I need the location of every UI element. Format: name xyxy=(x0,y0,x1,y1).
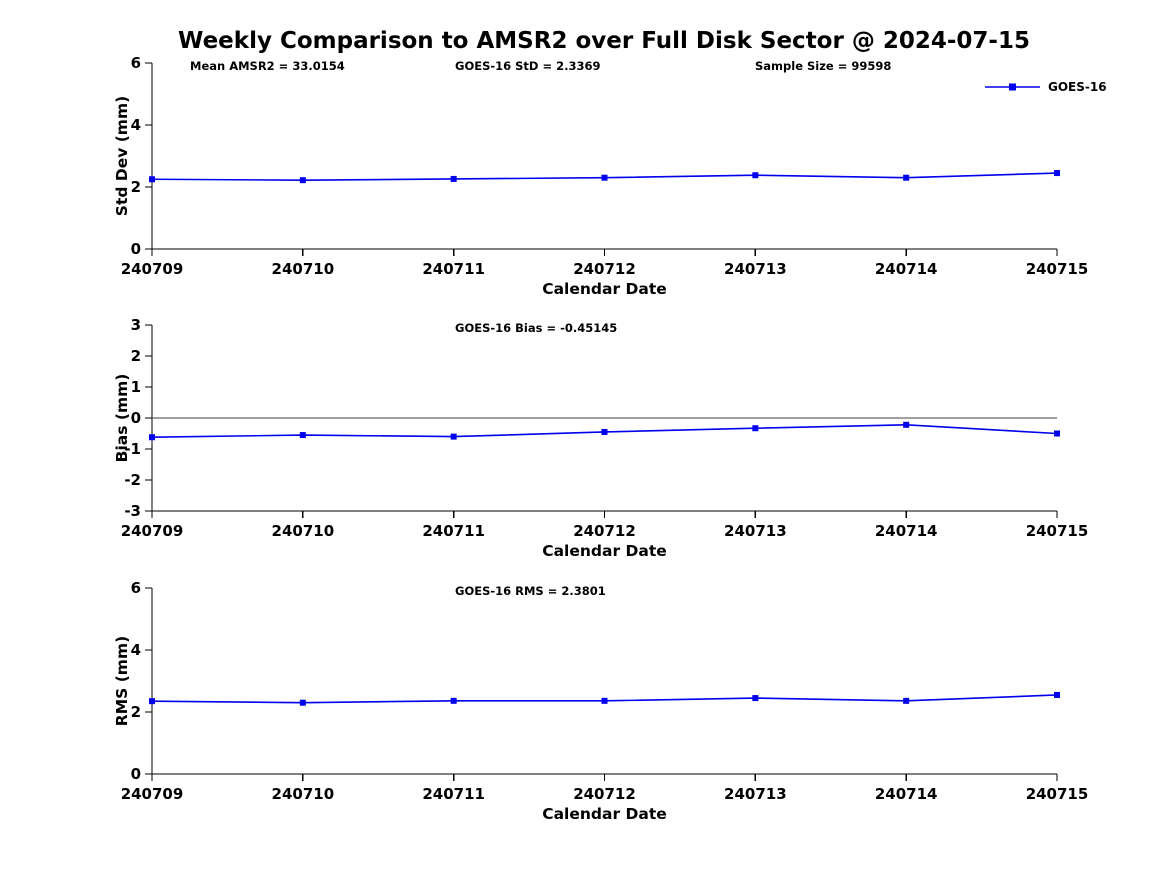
series-marker xyxy=(752,172,759,179)
annotation-text: GOES-16 RMS = 2.3801 xyxy=(455,584,606,598)
x-axis-label: Calendar Date xyxy=(542,805,667,823)
annotation-text: GOES-16 Bias = -0.45145 xyxy=(455,321,617,335)
series-marker xyxy=(149,176,155,183)
y-tick-label: -1 xyxy=(124,440,141,458)
series-marker xyxy=(299,699,306,706)
x-axis-label: Calendar Date xyxy=(542,542,667,560)
series-marker xyxy=(752,695,759,702)
x-tick-label: 240713 xyxy=(724,260,787,278)
y-tick-label: 2 xyxy=(131,347,141,365)
y-tick-label: 6 xyxy=(131,54,141,72)
x-tick-label: 240715 xyxy=(1026,522,1089,540)
x-tick-label: 240712 xyxy=(573,260,636,278)
legend-marker xyxy=(1009,83,1016,91)
series-marker xyxy=(149,698,155,705)
x-tick-label: 240712 xyxy=(573,522,636,540)
y-axis-label: RMS (mm) xyxy=(113,636,131,726)
y-tick-label: 3 xyxy=(131,316,141,334)
series-marker xyxy=(299,432,306,439)
figure-title: Weekly Comparison to AMSR2 over Full Dis… xyxy=(178,28,1030,54)
y-tick-label: -3 xyxy=(124,502,141,520)
legend-label: GOES-16 xyxy=(1048,80,1107,94)
x-tick-label: 240715 xyxy=(1026,785,1089,803)
x-tick-label: 240711 xyxy=(422,522,485,540)
series-marker xyxy=(149,434,155,441)
annotation-text: GOES-16 StD = 2.3369 xyxy=(455,59,600,73)
x-tick-label: 240709 xyxy=(121,785,184,803)
series-marker xyxy=(903,697,910,704)
series-marker xyxy=(450,697,457,704)
bias-subplot: -3 -2 -1 0 1 2 3 240709 240710 240711 240712 240713… xyxy=(113,316,1089,560)
series-marker xyxy=(1054,430,1060,437)
annotation-text: Mean AMSR2 = 33.0154 xyxy=(190,59,345,73)
x-tick-label: 240712 xyxy=(573,785,636,803)
x-tick-label: 240710 xyxy=(272,785,335,803)
stddev-subplot: 0 2 4 6 240709 240710 240711 240712 240713 240714… xyxy=(113,54,1107,298)
series-marker xyxy=(752,425,759,432)
y-tick-label: 2 xyxy=(131,703,141,721)
x-axis-label: Calendar Date xyxy=(542,280,667,298)
series-marker xyxy=(299,177,306,184)
series-marker xyxy=(450,175,457,182)
x-tick-label: 240713 xyxy=(724,785,787,803)
series-marker xyxy=(1054,170,1060,177)
x-tick-label: 240710 xyxy=(272,260,335,278)
x-tick-label: 240714 xyxy=(875,785,938,803)
x-tick-label: 240709 xyxy=(121,260,184,278)
rms-subplot: 0 2 4 6 240709 240710 240711 240712 240713 240714… xyxy=(113,579,1089,823)
series-marker xyxy=(601,697,608,704)
x-tick-label: 240714 xyxy=(875,522,938,540)
y-tick-label: 4 xyxy=(131,116,141,134)
x-tick-label: 240709 xyxy=(121,522,184,540)
y-tick-label: 0 xyxy=(131,409,141,427)
series-marker xyxy=(601,428,608,435)
x-tick-label: 240715 xyxy=(1026,260,1089,278)
x-tick-label: 240714 xyxy=(875,260,938,278)
y-tick-label: 2 xyxy=(131,178,141,196)
y-tick-label: -2 xyxy=(124,471,141,489)
y-axis-label: Bias (mm) xyxy=(113,374,131,463)
y-tick-label: 0 xyxy=(131,765,141,783)
series-marker xyxy=(450,433,457,440)
annotation-text: Sample Size = 99598 xyxy=(755,59,891,73)
y-tick-label: 0 xyxy=(131,240,141,258)
x-tick-label: 240713 xyxy=(724,522,787,540)
y-axis-label: Std Dev (mm) xyxy=(113,96,131,216)
y-tick-label: 1 xyxy=(131,378,141,396)
y-tick-label: 6 xyxy=(131,579,141,597)
x-tick-label: 240710 xyxy=(272,522,335,540)
x-tick-label: 240711 xyxy=(422,260,485,278)
series-marker xyxy=(601,174,608,181)
x-tick-label: 240711 xyxy=(422,785,485,803)
y-tick-label: 4 xyxy=(131,641,141,659)
series-marker xyxy=(1054,691,1060,698)
series-marker xyxy=(903,421,910,428)
series-marker xyxy=(903,174,910,181)
